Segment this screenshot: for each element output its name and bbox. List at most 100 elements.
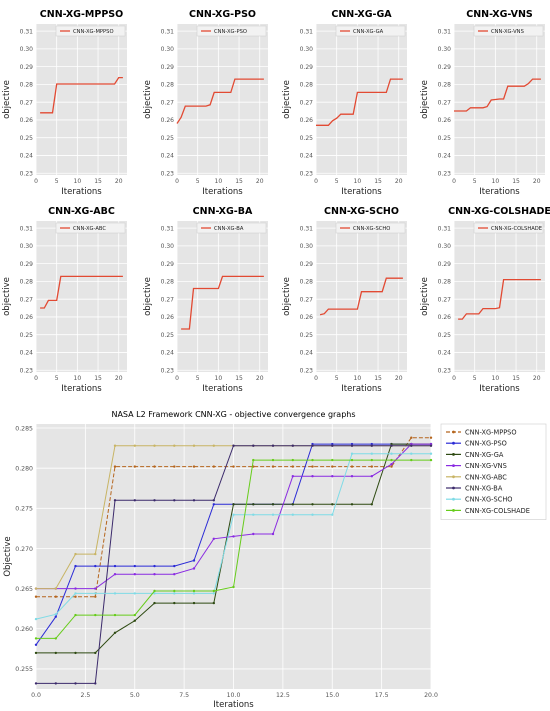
- series-line: [454, 78, 541, 112]
- data-point: [54, 682, 57, 685]
- xtick-label: 15: [94, 375, 102, 382]
- x-axis-label: Iterations: [341, 384, 382, 394]
- ytick-label: 0.30: [438, 243, 452, 250]
- data-point: [94, 595, 97, 598]
- legend-marker: [452, 475, 455, 479]
- ytick-label: 0.28: [20, 82, 34, 89]
- xtick-label: 15: [512, 375, 520, 382]
- data-point: [212, 601, 215, 605]
- ytick-label: 0.260: [15, 626, 33, 633]
- data-point: [34, 682, 38, 685]
- y-axis-label: objective: [420, 80, 430, 119]
- subplot-5: 0.23 0.24 0.25 0.26 0.27 0.28 0.29 0.30 0.31 0 5 10…: [2, 206, 127, 394]
- ytick-label: 0.25: [20, 332, 34, 339]
- data-point: [311, 444, 314, 447]
- combined-chart: 0.255 0.260 0.265 0.270 0.275 0.280 0.285 0.0 2.…: [3, 410, 438, 710]
- xtick-label: 17.5: [375, 692, 389, 699]
- plot-background: [36, 221, 127, 372]
- x-axis-label: Iterations: [341, 187, 382, 197]
- ytick-label: 0.30: [438, 46, 452, 53]
- ytick-label: 0.25: [438, 135, 452, 142]
- ytick-label: 0.28: [438, 279, 452, 286]
- data-point: [192, 589, 196, 593]
- ytick-label: 0.31: [438, 28, 452, 35]
- ytick-label: 0.28: [161, 279, 175, 286]
- xtick-label: 5: [335, 178, 339, 185]
- legend-box: [335, 25, 406, 37]
- xtick-label: 10: [74, 178, 82, 185]
- ytick-label: 0.24: [161, 153, 175, 160]
- xtick-label: 5: [55, 375, 59, 382]
- subplot-title: CNN-XG-BA: [193, 206, 253, 217]
- x-axis-label: Iterations: [479, 187, 520, 197]
- data-point: [252, 503, 255, 506]
- legend-box: [55, 222, 126, 234]
- subplot-title: CNN-XG-GA: [331, 9, 392, 20]
- data-point: [133, 465, 136, 468]
- data-point: [153, 499, 156, 502]
- data-point: [133, 444, 136, 447]
- data-point: [331, 458, 334, 462]
- legend-label: CNN-XG-BA: [214, 226, 244, 232]
- ytick-label: 0.31: [20, 28, 34, 35]
- subplot-title: CNN-XG-PSO: [189, 9, 256, 20]
- ytick-label: 0.23: [20, 170, 34, 177]
- ytick-label: 0.28: [438, 82, 452, 89]
- xtick-label: 5: [55, 178, 59, 185]
- data-point: [173, 465, 176, 468]
- data-point: [271, 458, 275, 462]
- ytick-label: 0.265: [15, 586, 33, 593]
- plot-background: [454, 221, 545, 372]
- data-point: [94, 564, 97, 568]
- xtick-label: 20: [395, 178, 403, 185]
- xtick-label: 0.0: [31, 692, 41, 699]
- legend-box: [473, 25, 544, 37]
- x-axis-label: Iterations: [479, 384, 520, 394]
- y-axis-label: objective: [143, 277, 153, 316]
- xtick-label: 5: [473, 375, 477, 382]
- data-point: [153, 465, 156, 468]
- data-point: [74, 595, 77, 598]
- ytick-label: 0.27: [300, 99, 314, 106]
- legend-marker: [452, 464, 455, 467]
- legend-label: CNN-XG-PSO: [214, 29, 247, 35]
- subplot-8: 0.23 0.24 0.25 0.26 0.27 0.28 0.29 0.30 0.31 0 5 10…: [420, 206, 550, 394]
- ytick-label: 0.25: [300, 332, 314, 339]
- data-point: [133, 592, 136, 595]
- y-axis-label: objective: [420, 277, 430, 316]
- xtick-label: 10: [354, 375, 362, 382]
- ytick-label: 0.30: [20, 243, 34, 250]
- xtick-label: 20: [395, 375, 403, 382]
- data-point: [311, 503, 314, 506]
- data-point: [350, 444, 354, 447]
- ytick-label: 0.28: [300, 82, 314, 89]
- data-point: [54, 613, 57, 616]
- data-point: [113, 564, 117, 568]
- ytick-label: 0.23: [438, 367, 452, 374]
- data-point: [153, 601, 156, 605]
- data-point: [271, 513, 275, 516]
- legend-label: CNN-XG-GA: [353, 29, 384, 35]
- x-axis-label: Iterations: [213, 700, 254, 710]
- data-point: [331, 513, 334, 516]
- combined-legend: CNN-XG-MPPSO CNN-XG-PSO CNN-XG-GA CNN-XG-VN…: [440, 423, 547, 520]
- ytick-label: 0.31: [161, 225, 175, 232]
- ytick-label: 0.255: [15, 666, 33, 673]
- ytick-label: 0.30: [300, 46, 314, 53]
- subplot-2: 0.23 0.24 0.25 0.26 0.27 0.28 0.29 0.30 0.31 0 5 10…: [143, 9, 268, 197]
- ytick-label: 0.27: [161, 99, 175, 106]
- data-point: [370, 503, 373, 506]
- ytick-label: 0.25: [161, 332, 175, 339]
- ytick-label: 0.29: [438, 261, 452, 268]
- legend-label: CNN-XG-ABC: [465, 473, 507, 481]
- ytick-label: 0.285: [15, 425, 33, 432]
- data-point: [291, 444, 294, 447]
- data-point: [133, 499, 136, 502]
- series-line: [40, 275, 123, 309]
- data-point: [390, 465, 393, 468]
- data-point: [34, 587, 38, 590]
- legend-label: CNN-XG-ABC: [73, 226, 106, 232]
- ytick-label: 0.27: [20, 296, 34, 303]
- data-point: [153, 573, 156, 576]
- data-point: [34, 643, 38, 646]
